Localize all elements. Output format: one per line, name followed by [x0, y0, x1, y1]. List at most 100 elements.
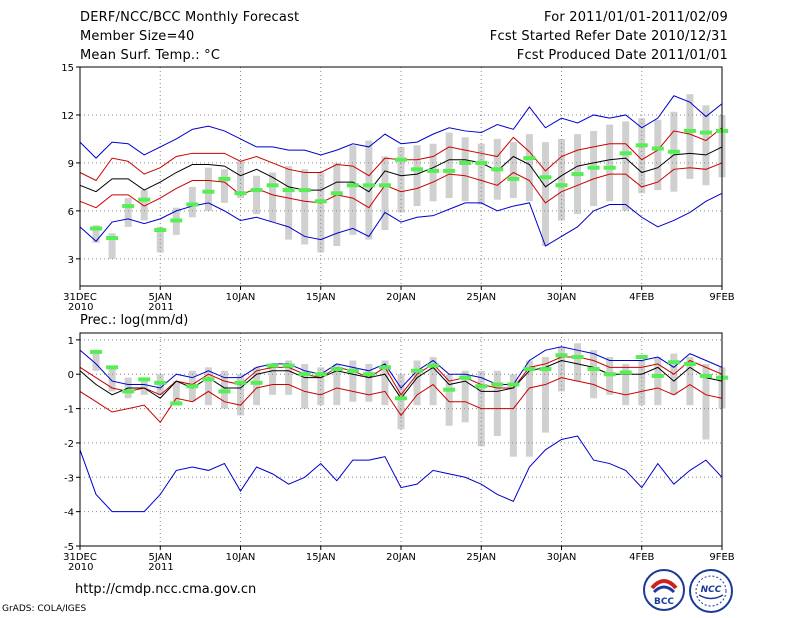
prec-range-box	[509, 374, 517, 457]
bcc-logo-text: BCC	[654, 597, 674, 607]
temp-range-box	[317, 172, 325, 253]
prec-range-box	[140, 377, 148, 395]
prec-range-box	[269, 363, 277, 395]
prec-ytick-label: 1	[68, 336, 74, 347]
temp-range-box	[445, 132, 453, 199]
prec-observed-mark	[555, 353, 568, 358]
bcc-logo-arc-blue	[652, 585, 676, 594]
temp-ytick-label: 3	[68, 255, 74, 266]
temp-ytick-label: 6	[68, 207, 74, 218]
temp-range-box	[606, 124, 614, 202]
prec-range-box	[301, 363, 309, 409]
temp-observed-mark	[106, 236, 119, 241]
temp-observed-mark	[138, 197, 151, 202]
period-label: For 2011/01/01-2011/02/09	[544, 10, 728, 25]
source-url[interactable]: http://cmdp.ncc.cma.gov.cn	[75, 582, 257, 597]
prec-range-box	[317, 367, 325, 406]
temp-observed-mark	[90, 226, 103, 231]
prec-observed-mark	[491, 382, 504, 387]
temp-line-ensemble-mean	[79, 146, 723, 193]
temp-observed-mark	[314, 199, 327, 204]
prec-observed-mark	[362, 372, 375, 377]
temp-observed-mark	[427, 168, 440, 173]
bcc-logo: BCC	[643, 569, 685, 611]
temp-xtick-label: 25JAN	[466, 292, 496, 303]
prec-observed-mark	[699, 373, 712, 378]
temp-range-box	[124, 198, 132, 227]
prec-observed-mark	[459, 375, 472, 380]
prec-xtick-label: 15JAN	[306, 552, 336, 563]
prec-range-box	[253, 367, 261, 406]
temp-observed-mark	[619, 151, 632, 156]
prec-observed-mark	[170, 401, 183, 406]
temp-observed-mark	[491, 167, 504, 172]
prec-observed-mark	[523, 367, 536, 372]
temp-ytick-label: 15	[61, 63, 74, 74]
prec-xtick-label: 5JAN	[149, 552, 172, 563]
prec-observed-mark	[619, 370, 632, 375]
temp-xtick-label: 5JAN	[149, 292, 172, 303]
prec-range-box	[204, 367, 212, 406]
prec-observed-mark	[122, 389, 135, 394]
prec-range-box	[525, 360, 533, 457]
prec-ytick-label: -3	[64, 473, 74, 484]
prec-observed-mark	[346, 368, 359, 373]
temp-ytick-label: 12	[61, 111, 74, 122]
prec-observed-mark	[106, 365, 119, 370]
temp-range-box	[92, 225, 100, 243]
temp-observed-mark	[346, 183, 359, 188]
prec-observed-mark	[330, 367, 343, 372]
bcc-logo-arc-red	[650, 579, 678, 590]
prec-observed-mark	[651, 373, 664, 378]
temp-xtick-label: 20JAN	[386, 292, 416, 303]
temp-xtick-label: 31DEC	[63, 292, 97, 303]
temp-observed-mark	[587, 165, 600, 170]
temp-observed-mark	[667, 149, 680, 154]
temp-observed-mark	[250, 188, 263, 193]
prec-observed-mark	[138, 377, 151, 382]
temp-observed-mark	[523, 156, 536, 161]
prec-ytick-label: -1	[64, 405, 74, 416]
prec-line-ensemble-max	[79, 346, 723, 389]
prec-observed-mark	[154, 380, 167, 385]
prec-xtick-year: 2010	[68, 562, 93, 573]
temp-observed-mark	[378, 183, 391, 188]
prec-observed-mark	[411, 368, 424, 373]
prec-observed-mark	[539, 367, 552, 372]
temp-ytick-label: 9	[68, 159, 74, 170]
prec-range-box	[172, 381, 180, 406]
temp-range-box	[654, 119, 662, 191]
prec-range-box	[638, 360, 646, 406]
temp-observed-mark	[266, 183, 279, 188]
precip-panel-title: Prec.: log(mm/d)	[80, 313, 188, 328]
temp-range-box	[204, 167, 212, 211]
temp-observed-mark	[459, 160, 472, 165]
temp-range-box	[188, 186, 196, 218]
grads-credit: GrADS: COLA/IGES	[2, 604, 87, 614]
temp-xtick-label: 10JAN	[226, 292, 256, 303]
temp-xtick-year: 2011	[148, 302, 173, 313]
prec-range-box	[461, 370, 469, 423]
temp-observed-mark	[395, 157, 407, 162]
prec-range-box	[702, 363, 710, 440]
prec-observed-mark	[234, 380, 247, 385]
prec-line-upper-spread	[79, 356, 723, 396]
temp-observed-mark	[699, 130, 712, 135]
ncc-logo-wave	[698, 594, 724, 600]
temp-range-box	[285, 166, 293, 240]
prec-xtick-label: 10JAN	[226, 552, 256, 563]
temp-range-box	[413, 145, 421, 207]
prec-range-box	[429, 357, 437, 406]
temp-xtick-label: 4FEB	[629, 292, 654, 303]
prec-observed-mark	[475, 384, 488, 389]
prec-range-box	[654, 357, 662, 406]
prec-observed-mark	[587, 367, 600, 372]
prec-line-lower-spread	[79, 377, 723, 424]
prec-observed-mark	[250, 380, 263, 385]
temp-range-box	[140, 190, 148, 221]
prec-observed-mark	[218, 389, 231, 394]
temp-observed-mark	[282, 188, 295, 193]
prec-ytick-label: -2	[64, 439, 74, 450]
temp-observed-mark	[154, 228, 167, 233]
